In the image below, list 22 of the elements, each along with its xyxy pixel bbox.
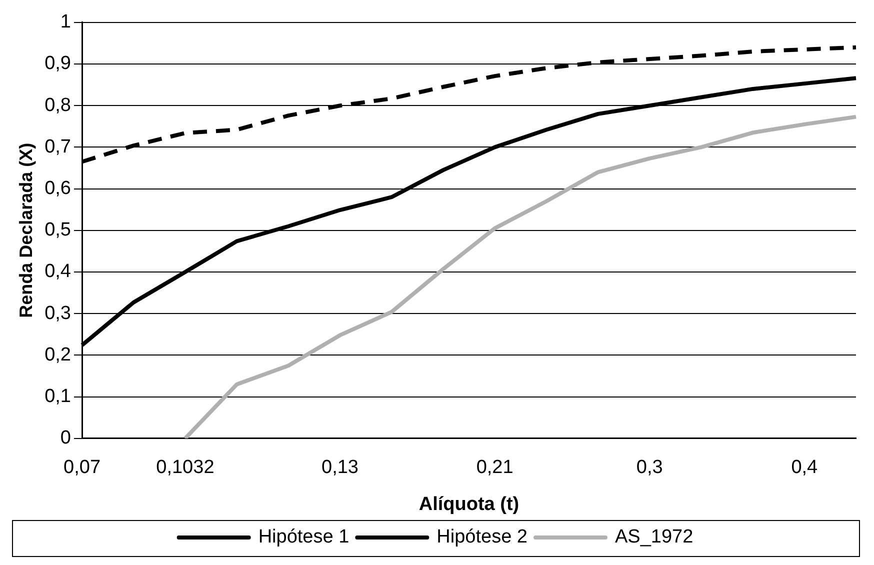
y-tick-label: 0,7 [44, 136, 72, 158]
y-tick-label: 0,6 [44, 178, 72, 200]
legend-label: AS_1972 [614, 526, 694, 548]
x-tick-label: 0,13 [322, 457, 358, 478]
y-tick-label: 0,5 [44, 220, 72, 241]
x-tick-label: 0,3 [636, 457, 663, 478]
x-axis-title: Alíquota (t) [418, 494, 520, 515]
x-tick-label: 0,1032 [156, 457, 214, 478]
legend-label: Hipótese 1 [258, 526, 350, 548]
x-tick-label: 0,4 [791, 457, 818, 478]
legend-label: Hipótese 2 [436, 526, 528, 548]
y-tick-label: 1 [60, 12, 72, 33]
y-tick-label: 0,4 [44, 261, 72, 282]
x-tick-label: 0,21 [476, 457, 514, 478]
y-tick-label: 0,2 [44, 344, 72, 366]
y-tick-label: 0,8 [44, 94, 72, 116]
y-axis-title: Renda Declarada (X) [16, 142, 36, 318]
x-tick-label: 0,07 [64, 457, 101, 478]
y-tick-label: 0,9 [44, 53, 72, 74]
y-tick-label: 0 [60, 428, 72, 449]
y-tick-label: 0,3 [44, 302, 72, 324]
y-tick-label: 0,1 [44, 386, 72, 408]
